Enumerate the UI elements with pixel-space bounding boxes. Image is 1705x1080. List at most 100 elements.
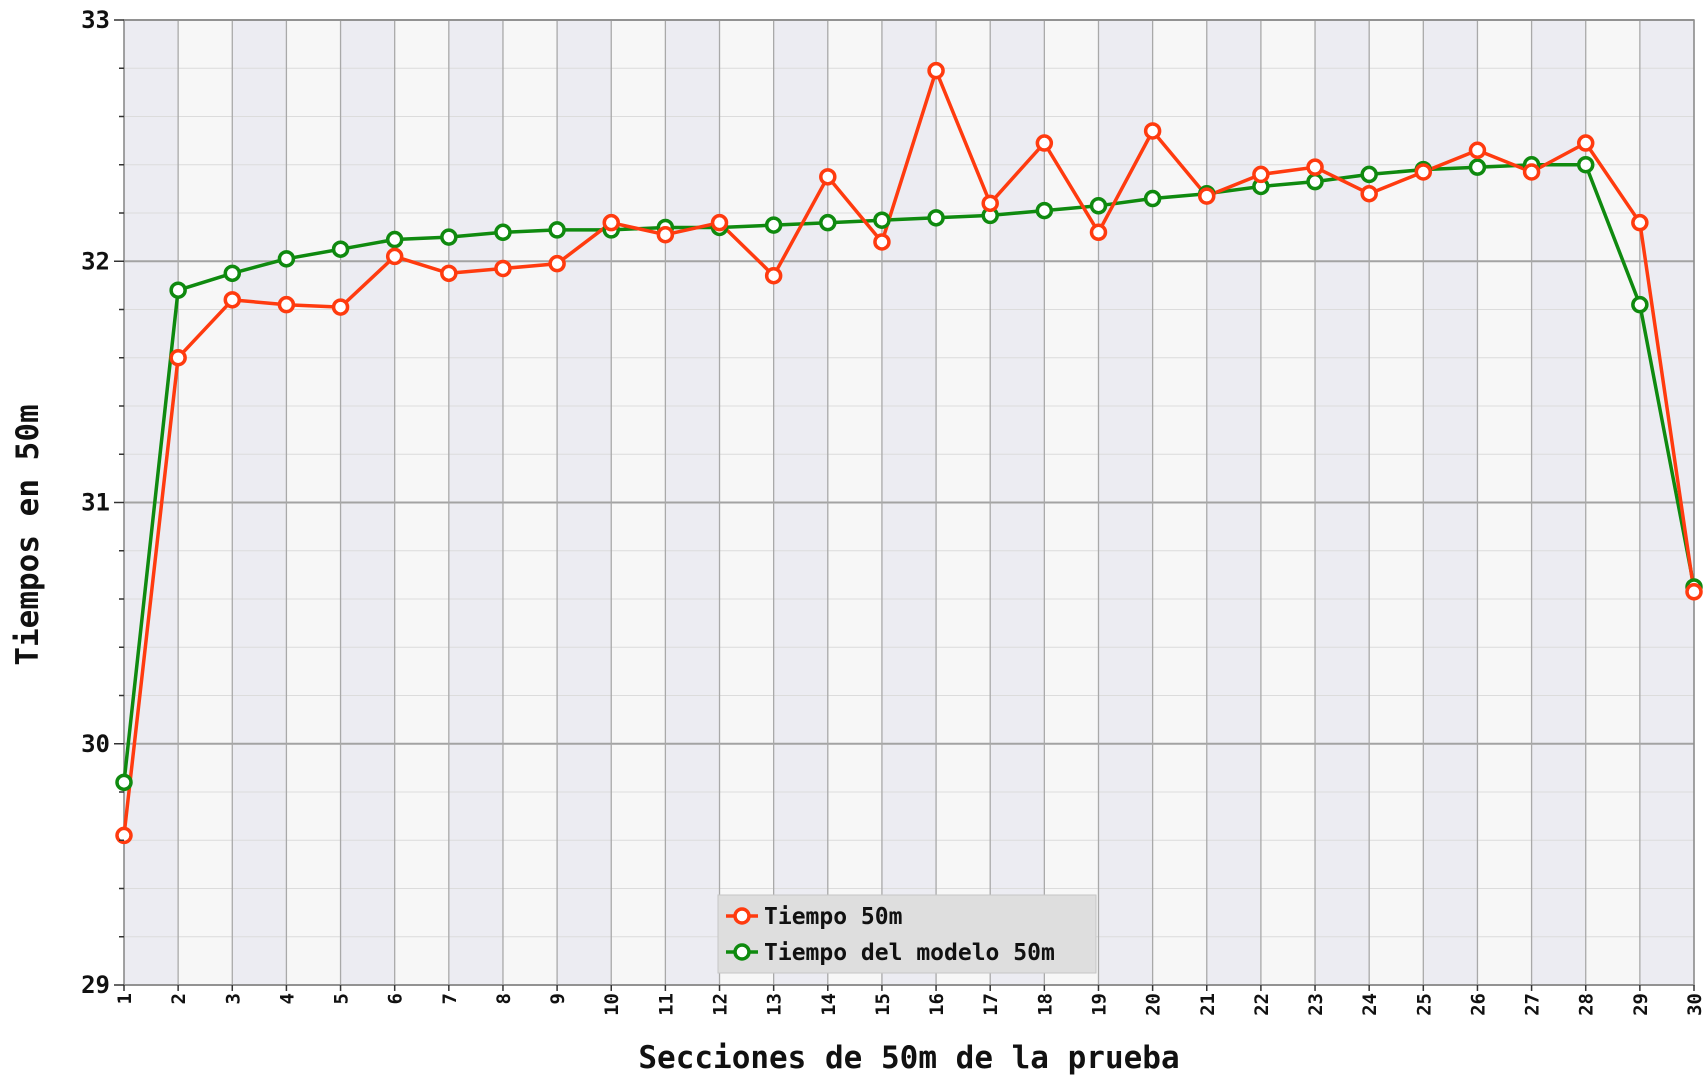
x-tick-label: 11 (655, 993, 677, 1016)
series-1-point (1468, 158, 1487, 176)
x-tick-label: 14 (818, 993, 840, 1016)
x-tick-label: 17 (980, 993, 1002, 1016)
series-0-point (927, 61, 945, 80)
x-tick-label: 21 (1197, 993, 1219, 1016)
legend-entry: Tiempo del modelo 50m (764, 940, 1055, 966)
series-0-point (710, 213, 729, 232)
legend-marker-1 (733, 943, 751, 961)
x-tick-label: 6 (385, 993, 407, 1004)
series-0-point (1631, 213, 1649, 232)
y-tick-label: 31 (81, 489, 110, 517)
series-0-point (1360, 184, 1378, 203)
x-tick-label: 29 (1630, 993, 1652, 1016)
x-axis-ticks: 1 2 3 4 5 6 7 8 9 10 11 12 13 14 15 16 17 18 19 20 21 22 23 24 2… (114, 985, 1705, 1016)
legend: Tiempo 50m Tiempo del modelo 50m (717, 894, 1097, 974)
series-0-point (873, 233, 891, 251)
x-tick-label: 28 (1576, 993, 1598, 1016)
series-1-point (385, 230, 404, 249)
x-tick-label: 8 (493, 993, 515, 1004)
series-0-point (981, 194, 999, 213)
x-tick-label: 27 (1522, 993, 1544, 1016)
series-1-point (331, 240, 350, 258)
legend-entry: Tiempo 50m (764, 904, 902, 930)
x-tick-label: 12 (710, 993, 732, 1016)
y-tick-label: 32 (81, 247, 110, 275)
series-0-point (764, 266, 783, 285)
y-tick-label: 29 (81, 971, 110, 999)
x-tick-label: 1 (114, 993, 136, 1004)
series-0-point (1089, 223, 1108, 242)
y-tick-label: 33 (81, 6, 110, 34)
x-tick-label: 25 (1413, 993, 1435, 1016)
series-1-point (223, 264, 242, 283)
series-0-point (277, 295, 296, 314)
x-tick-label: 7 (439, 993, 461, 1004)
series-1-point (277, 250, 296, 268)
x-tick-label: 4 (276, 993, 298, 1004)
x-tick-label: 10 (601, 993, 623, 1016)
series-1-point (169, 281, 187, 299)
series-0-point (1306, 158, 1324, 176)
x-tick-label: 22 (1251, 993, 1273, 1016)
x-tick-label: 18 (1034, 993, 1056, 1016)
x-tick-label: 26 (1467, 993, 1489, 1016)
x-tick-label: 5 (331, 993, 353, 1004)
series-0-point (440, 264, 458, 283)
series-0-point (169, 349, 187, 367)
y-axis-ticks: 29 30 31 32 33 (81, 6, 124, 999)
series-1-point (1360, 165, 1378, 184)
series-0-point (602, 213, 620, 232)
series-points (115, 61, 1703, 845)
y-tick-label: 30 (81, 730, 110, 758)
x-tick-label: 2 (168, 993, 190, 1004)
series-0-point (385, 247, 404, 266)
x-tick-label: 23 (1305, 993, 1327, 1016)
y-axis-title: Tiempos en 50m (10, 404, 46, 665)
series-1-point (927, 209, 945, 227)
series-0-point (1143, 122, 1162, 140)
series-1-point (494, 223, 512, 242)
series-0-point (656, 225, 675, 244)
series-0-point (1576, 134, 1595, 152)
series-lines (122, 68, 1696, 836)
series-1-point (1576, 156, 1595, 174)
x-tick-label: 19 (1088, 993, 1110, 1016)
legend-marker-0 (733, 907, 751, 925)
series-1-point (764, 216, 783, 234)
x-tick-label: 24 (1359, 993, 1381, 1016)
series-0-point (1252, 165, 1270, 184)
series-0-point (819, 168, 837, 186)
series-1-point (1306, 172, 1324, 191)
x-tick-label: 13 (764, 993, 786, 1016)
x-tick-label: 16 (926, 993, 948, 1016)
series-0-point (1468, 141, 1487, 160)
series-1-point (1631, 295, 1649, 314)
series-line-0 (122, 68, 1696, 836)
x-tick-label: 9 (547, 993, 569, 1004)
series-1-point (819, 213, 837, 232)
series-1-point (115, 773, 133, 792)
x-axis-title: Secciones de 50m de la prueba (638, 1040, 1179, 1076)
series-0-point (331, 298, 350, 316)
series-0-point (1685, 583, 1703, 601)
x-tick-label: 30 (1684, 993, 1705, 1016)
x-tick-label: 20 (1143, 993, 1165, 1016)
x-tick-label: 3 (222, 993, 244, 1004)
x-tick-label: 15 (872, 993, 894, 1016)
series-0-point (1198, 187, 1216, 205)
series-0-point (548, 254, 566, 273)
grid-lines (123, 19, 1695, 986)
series-1-point (440, 228, 458, 246)
series-0-point (115, 826, 133, 845)
series-0-point (494, 259, 512, 278)
series-0-point (1035, 134, 1054, 152)
series-0-point (1522, 163, 1541, 181)
series-0-point (1414, 163, 1433, 181)
series-1-point (873, 211, 891, 229)
series-1-point (1143, 189, 1162, 208)
series-1-point (1089, 197, 1108, 215)
series-0-point (223, 291, 242, 309)
series-1-point (1035, 201, 1054, 220)
series-1-point (548, 221, 566, 239)
